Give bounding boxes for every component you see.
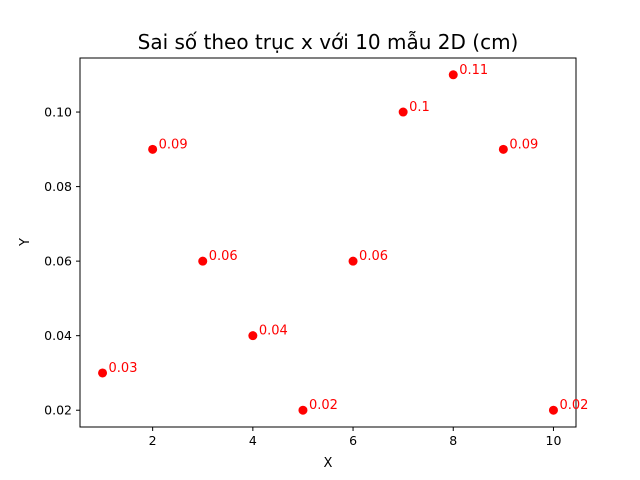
y-tick-label: 0.10: [44, 105, 72, 120]
y-tick-label: 0.02: [44, 403, 72, 418]
data-label: 0.04: [259, 324, 288, 339]
y-tick-label: 0.08: [44, 179, 72, 194]
plot-area: 2 4 6 8 10 0.02 0.04 0.06 0.08 0.10 0.03 0.09 0.06 0.…: [44, 57, 588, 448]
data-label: 0.02: [309, 398, 338, 413]
x-tick-label: 8: [449, 433, 457, 448]
data-point: [448, 70, 458, 80]
data-point: [248, 331, 258, 341]
y-axis-label: Y: [18, 238, 33, 247]
x-tick-label: 10: [546, 433, 562, 448]
axes-frame: [79, 57, 577, 428]
data-label: 0.06: [209, 249, 238, 264]
data-label: 0.11: [459, 63, 488, 78]
data-point: [398, 107, 408, 117]
data-label: 0.09: [159, 137, 188, 152]
data-point: [348, 256, 358, 266]
data-label: 0.06: [359, 249, 388, 264]
data-point: [298, 405, 308, 415]
data-point: [148, 144, 158, 154]
x-tick-label: 2: [149, 433, 157, 448]
data-label: 0.03: [109, 361, 138, 376]
data-point: [498, 144, 508, 154]
data-label: 0.1: [409, 100, 430, 115]
x-tick-label: 6: [349, 433, 357, 448]
x-tick-label: 4: [249, 433, 257, 448]
data-label: 0.09: [509, 137, 538, 152]
data-point: [198, 256, 208, 266]
x-axis-label: X: [324, 456, 333, 471]
data-label: 0.02: [559, 398, 588, 413]
data-point: [98, 368, 108, 378]
y-tick-label: 0.06: [44, 254, 72, 269]
chart-title: Sai số theo trục x với 10 mẫu 2D (cm): [138, 30, 519, 54]
y-tick-label: 0.04: [44, 328, 72, 343]
data-point: [548, 405, 558, 415]
